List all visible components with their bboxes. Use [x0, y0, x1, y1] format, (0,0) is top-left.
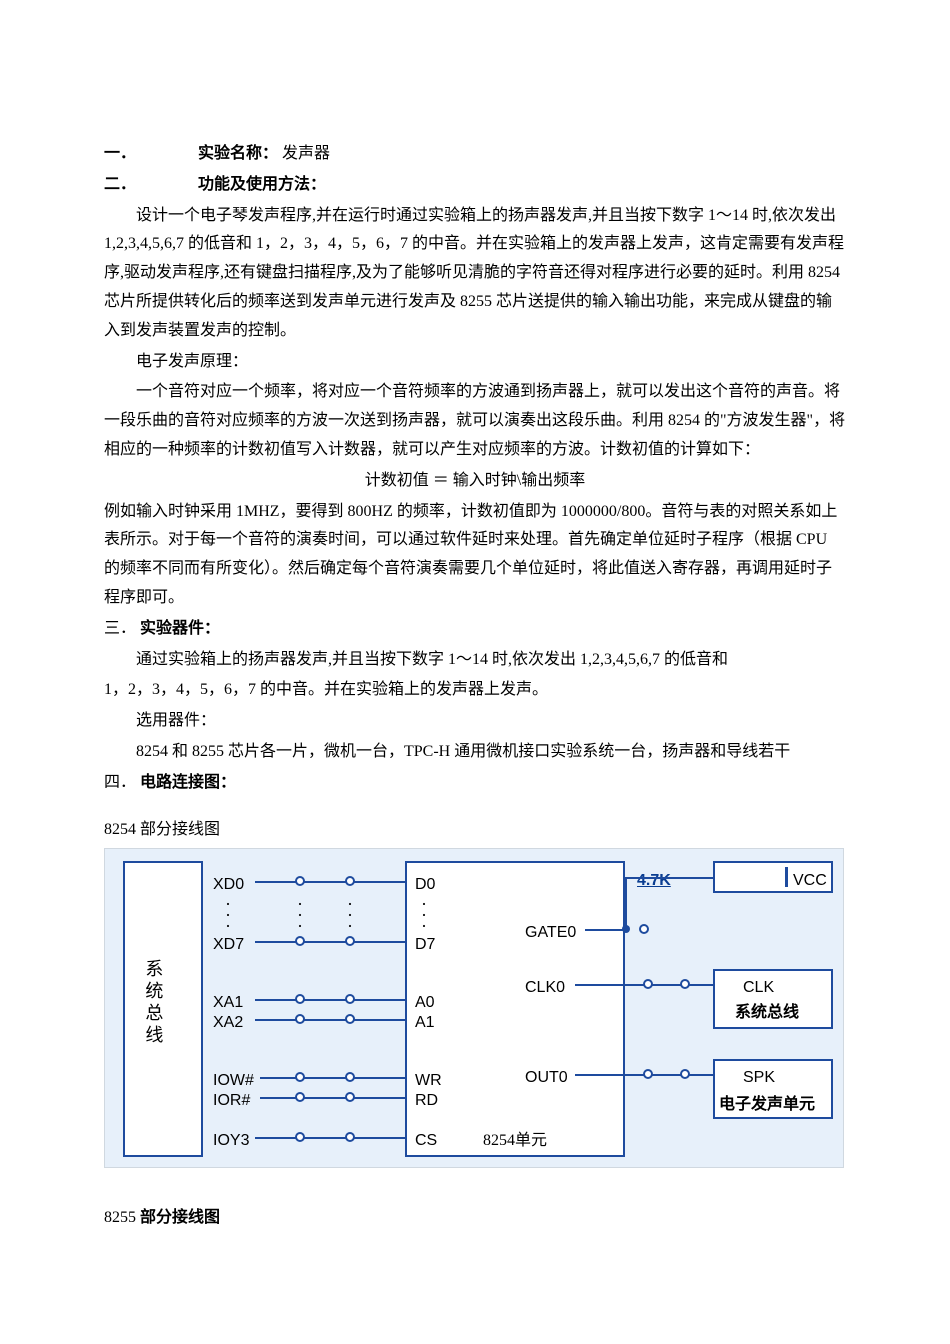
line-xd7: [255, 941, 405, 943]
line-xd0: [255, 881, 405, 883]
pin-ior: IOR#: [213, 1087, 250, 1116]
line-xa1: [255, 999, 405, 1001]
diagram-8254: 系统总线 XD0 ··· XD7 XA1 XA2 IOW# IOR# IOY3 …: [104, 848, 844, 1168]
section-two-label: 功能及使用方法：: [198, 176, 326, 193]
pin-xa2: XA2: [213, 1009, 243, 1038]
line-ioy3: [255, 1137, 405, 1139]
paragraph-4: 例如输入时钟采用 1MHZ，要得到 800HZ 的频率，计数初值即为 10000…: [104, 498, 846, 613]
pin-a1: A1: [415, 1009, 435, 1038]
node-clk0-r: [680, 979, 690, 989]
node-xd0-r: [345, 876, 355, 886]
pin-rd: RD: [415, 1087, 438, 1116]
section-three-num: 三．: [104, 620, 136, 637]
line-gate0: [585, 929, 625, 931]
pin-ioy3: IOY3: [213, 1127, 249, 1156]
pin-gate0: GATE0: [525, 919, 576, 948]
line-xa2: [255, 1019, 405, 1021]
node-out0-l: [643, 1069, 653, 1079]
dots-conn-2: ···: [347, 899, 353, 931]
label-speaker: 电子发声单元: [719, 1091, 815, 1120]
line-vcc-bar: [785, 867, 788, 887]
section-one-label: 实验名称：: [198, 145, 278, 162]
paragraph-2: 电子发声原理：: [104, 348, 846, 377]
node-ioy3-l: [295, 1132, 305, 1142]
dots-conn-1: ···: [297, 899, 303, 931]
node-xa2-r: [345, 1014, 355, 1024]
paragraph-5: 通过实验箱上的扬声器发声,并且当按下数字 1～14 时,依次发出 1,2,3,4…: [104, 646, 846, 675]
node-xa1-l: [295, 994, 305, 1004]
dots-mid-1: ···: [421, 899, 427, 931]
node-out0-r: [680, 1069, 690, 1079]
diagram-title-1: 8254 部分接线图: [104, 816, 846, 845]
diagram-title-2-num: 8255: [104, 1209, 140, 1226]
node-iow-l: [295, 1072, 305, 1082]
pin-clk0: CLK0: [525, 974, 565, 1003]
node-ior-l: [295, 1092, 305, 1102]
section-four-num: 四．: [104, 774, 136, 791]
line-iow: [260, 1077, 405, 1079]
left-bus-label: 系统总线: [137, 959, 169, 1047]
pin-out0: OUT0: [525, 1064, 568, 1093]
pin-d7: D7: [415, 931, 435, 960]
pin-xd7: XD7: [213, 931, 244, 960]
node-gate0-open: [639, 924, 649, 934]
section-two-num: 二．: [104, 171, 194, 200]
formula: 计数初值 ＝ 输入时钟\输出频率: [104, 467, 846, 496]
label-47k: 4.7K: [637, 867, 671, 896]
section-four-label: 电路连接图：: [140, 774, 236, 791]
diagram-title-2: 8255 部分接线图: [104, 1204, 846, 1233]
section-one-value: 发声器: [282, 145, 330, 162]
diagram-title-2-text: 部分接线图: [140, 1209, 220, 1226]
node-xa1-r: [345, 994, 355, 1004]
paragraph-8: 8254 和 8255 芯片各一片，微机一台，TPC-H 通用微机接口实验系统一…: [104, 738, 846, 767]
section-three-label: 实验器件：: [140, 620, 220, 637]
line-gate0-up: [625, 877, 627, 927]
dots-left-1: ···: [225, 899, 231, 931]
line-47k: [625, 877, 713, 879]
paragraph-3: 一个音符对应一个频率，将对应一个音符频率的方波通到扬声器上，就可以发出这个音符的…: [104, 378, 846, 464]
label-vcc: VCC: [793, 867, 827, 896]
label-spk: SPK: [743, 1064, 775, 1093]
paragraph-1: 设计一个电子琴发声程序,并在运行时通过实验箱上的扬声器发声,并且当按下数字 1～…: [104, 202, 846, 346]
section-two-heading: 二． 功能及使用方法：: [104, 171, 846, 200]
section-one-heading: 一． 实验名称： 发声器: [104, 140, 846, 169]
label-sysbus: 系统总线: [735, 999, 799, 1028]
section-three-heading: 三． 实验器件：: [104, 615, 846, 644]
section-four-heading: 四． 电路连接图：: [104, 769, 846, 798]
node-xd0-l: [295, 876, 305, 886]
label-8254-unit: 8254单元: [483, 1127, 547, 1156]
node-xd7-r: [345, 936, 355, 946]
node-ior-r: [345, 1092, 355, 1102]
node-xd7-l: [295, 936, 305, 946]
paragraph-7: 选用器件：: [104, 707, 846, 736]
node-ioy3-r: [345, 1132, 355, 1142]
line-ior: [260, 1097, 405, 1099]
node-iow-r: [345, 1072, 355, 1082]
paragraph-6: 1，2，3，4，5，6，7 的中音。并在实验箱上的发声器上发声。: [104, 676, 846, 705]
pin-cs: CS: [415, 1127, 437, 1156]
node-clk0-l: [643, 979, 653, 989]
section-one-num: 一．: [104, 140, 194, 169]
node-xa2-l: [295, 1014, 305, 1024]
